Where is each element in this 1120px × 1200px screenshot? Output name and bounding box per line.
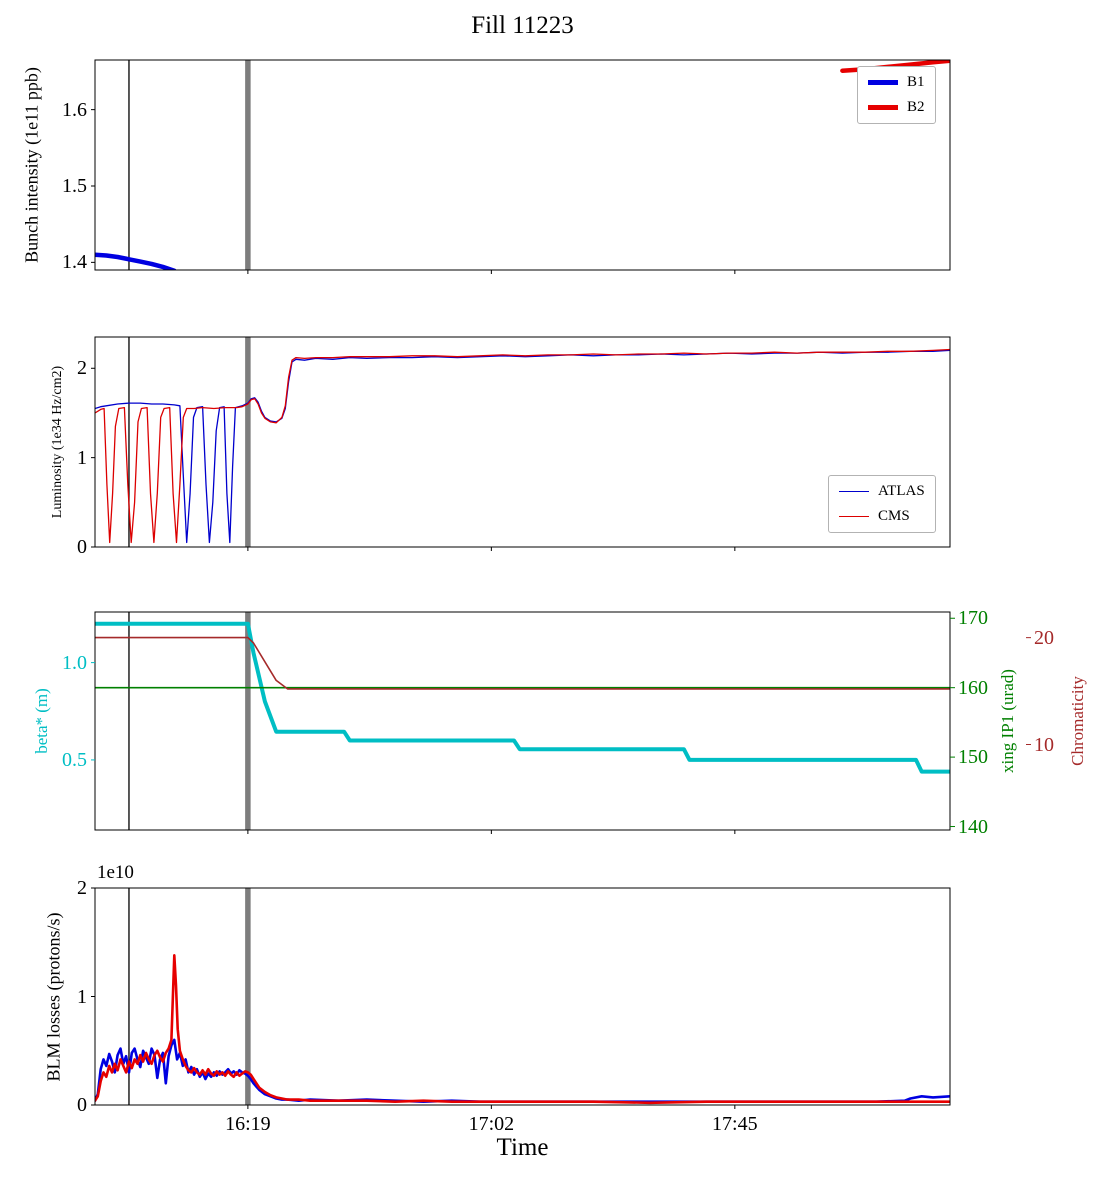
legend-label: B1	[907, 74, 925, 90]
y-tick-label: 0	[77, 1094, 87, 1116]
legend-label: ATLAS	[878, 483, 925, 499]
series-CMS	[95, 348, 950, 544]
legend-line-sample	[868, 105, 898, 110]
series-B1	[95, 252, 177, 270]
y-axis-label: xing IP1 (urad)	[998, 669, 1017, 773]
series-ATLAS	[95, 349, 950, 544]
series-B1-losses	[95, 1038, 950, 1103]
x-axis-title: Time	[496, 1134, 549, 1161]
y-tick-label: 1.0	[62, 651, 87, 674]
plot-area-3	[91, 887, 951, 1109]
y-axis-label: beta* (m)	[32, 688, 51, 754]
y-tick-label-right: 160	[958, 676, 988, 699]
y-tick-label: 0.5	[62, 748, 87, 771]
x-tick-label: 17:02	[468, 1113, 515, 1135]
legend-label: CMS	[878, 508, 910, 524]
x-tick-label: 17:45	[712, 1113, 758, 1135]
y-tick-label-right: 170	[958, 607, 988, 630]
axes-frame	[94, 611, 951, 831]
y-tick-label-right: 150	[958, 746, 988, 769]
y-tick-label: 1.4	[62, 251, 87, 274]
y-tick-label: 1.6	[62, 98, 87, 121]
y-tick-label: 2	[77, 877, 87, 899]
x-tick-label: 16:19	[225, 1113, 271, 1135]
axis-offset-text: 1e10	[97, 862, 134, 883]
plot-area-1	[91, 336, 951, 551]
legend-line-sample	[868, 80, 898, 85]
y-tick-label: 2	[77, 357, 87, 380]
y-axis-label: Bunch intensity (1e11 ppb)	[21, 67, 42, 263]
legend-entry: B1	[868, 74, 925, 91]
legend-entry: B2	[868, 99, 925, 116]
legend-line-sample	[839, 490, 869, 493]
legend-entry: ATLAS	[839, 483, 925, 500]
legend-line-sample	[839, 515, 869, 518]
y-tick-label: 0	[77, 536, 87, 558]
y-axis-label: Luminosity (1e34 Hz/cm2)	[50, 365, 65, 519]
legend-entry: CMS	[839, 508, 925, 525]
series-beta-star	[95, 621, 950, 774]
figure-title: Fill 11223	[471, 12, 574, 39]
series-B2-losses	[95, 954, 950, 1105]
legend: B1 B2	[857, 66, 936, 124]
axes-frame	[94, 336, 951, 548]
axes-frame	[94, 59, 951, 271]
y-axis-label: BLM losses (protons/s)	[43, 911, 64, 1082]
y-tick-label-right: 10	[1034, 733, 1054, 756]
y-tick-label-right: 20	[1034, 626, 1054, 649]
y-axis-label: Chromaticity	[1068, 676, 1087, 766]
legend-label: B2	[907, 99, 925, 115]
plot-area-2	[91, 611, 1031, 834]
legend: ATLAS CMS	[828, 475, 936, 533]
series-chromaticity	[95, 636, 950, 690]
y-tick-label: 1	[77, 985, 87, 1008]
y-tick-label: 1	[77, 446, 87, 469]
y-tick-label: 1.5	[62, 175, 87, 197]
y-tick-label-right: 140	[958, 815, 988, 838]
plot-area-0	[91, 59, 951, 274]
